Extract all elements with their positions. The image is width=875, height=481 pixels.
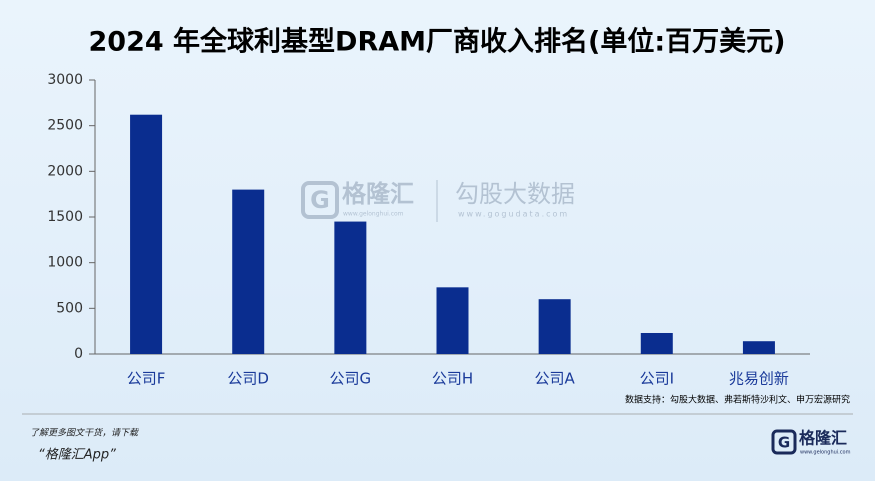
- x-tick-label: 公司A: [535, 370, 576, 388]
- footer-line2: “格隆汇App”: [38, 448, 116, 463]
- watermark: G 格隆汇 www.gelonghui.com 勾股大数据 www.goguda…: [301, 180, 575, 222]
- bar: [334, 221, 367, 354]
- watermark-data-brand: 勾股大数据: [455, 180, 575, 208]
- source-note: 数据支持：勾股大数据、弗若斯特沙利文、申万宏源研究: [625, 394, 850, 406]
- bar: [538, 299, 571, 354]
- watermark-logo: [301, 181, 339, 219]
- watermark-brand-url: www.gelonghui.com: [343, 211, 404, 218]
- x-tick-label: 公司H: [432, 370, 473, 388]
- chart-title: 2024 年全球利基型DRAM厂商收入排名(单位:百万美元): [89, 26, 786, 58]
- x-tick-label: 公司F: [127, 370, 166, 388]
- y-tick-label: 500: [56, 300, 83, 316]
- footer-logo-text: 格隆汇: [799, 429, 847, 448]
- footer-logo-url: www.gelonghui.com: [800, 450, 851, 456]
- bar: [436, 287, 469, 354]
- y-tick-label: 3000: [47, 72, 83, 88]
- watermark-logo-letter: G: [310, 186, 330, 214]
- watermark-brand: 格隆汇: [342, 180, 414, 208]
- bar: [640, 332, 673, 354]
- bar: [130, 114, 163, 354]
- footer-logo-letter: G: [778, 434, 790, 452]
- y-tick-label: 2000: [47, 163, 83, 179]
- y-tick-label: 2500: [47, 118, 83, 134]
- x-tick-label: 公司G: [330, 370, 372, 388]
- x-tick-label: 兆易创新: [729, 370, 789, 388]
- watermark-data-url: www.gogudata.com: [458, 210, 569, 219]
- x-tick-label: 公司I: [640, 370, 674, 388]
- bar: [742, 341, 775, 354]
- footer-logo: [771, 429, 797, 455]
- y-tick-label: 1500: [47, 209, 83, 225]
- y-tick-label: 1000: [47, 255, 83, 271]
- footer-line1: 了解更多图文干货，请下载: [30, 428, 139, 439]
- x-tick-label: 公司D: [227, 370, 269, 388]
- bar: [232, 189, 265, 354]
- y-tick-label: 0: [74, 346, 83, 362]
